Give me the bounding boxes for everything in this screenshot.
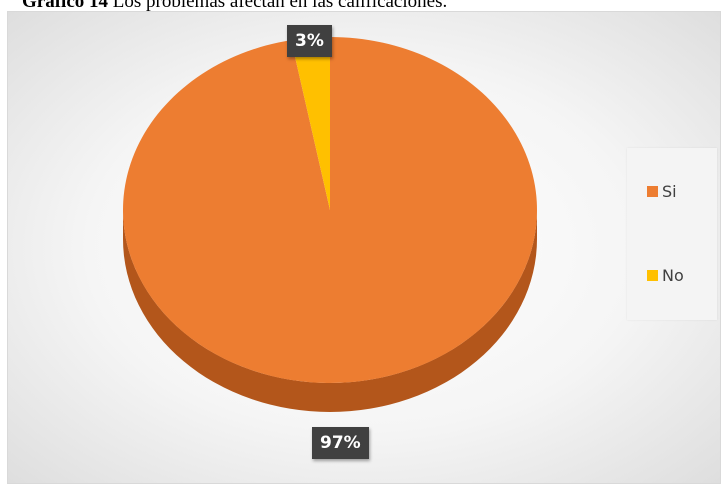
data-label-no: 3% [287,25,332,57]
legend-item-no: No [647,266,684,285]
legend-swatch-si [647,186,658,197]
legend-swatch-no [647,270,658,281]
figure-caption: Grafico 14 Los problemas afectan en las … [22,0,447,13]
caption-text: Los problemas afectan en las calificacio… [108,0,448,12]
legend-item-si: Si [647,182,677,201]
pie-slice-no [291,37,330,210]
legend: Si No [627,148,717,320]
legend-label-no: No [662,266,684,285]
legend-label-si: Si [662,182,677,201]
data-label-si: 97% [312,427,369,459]
pie-side-wall [123,210,537,412]
caption-number: Grafico 14 [22,0,109,12]
